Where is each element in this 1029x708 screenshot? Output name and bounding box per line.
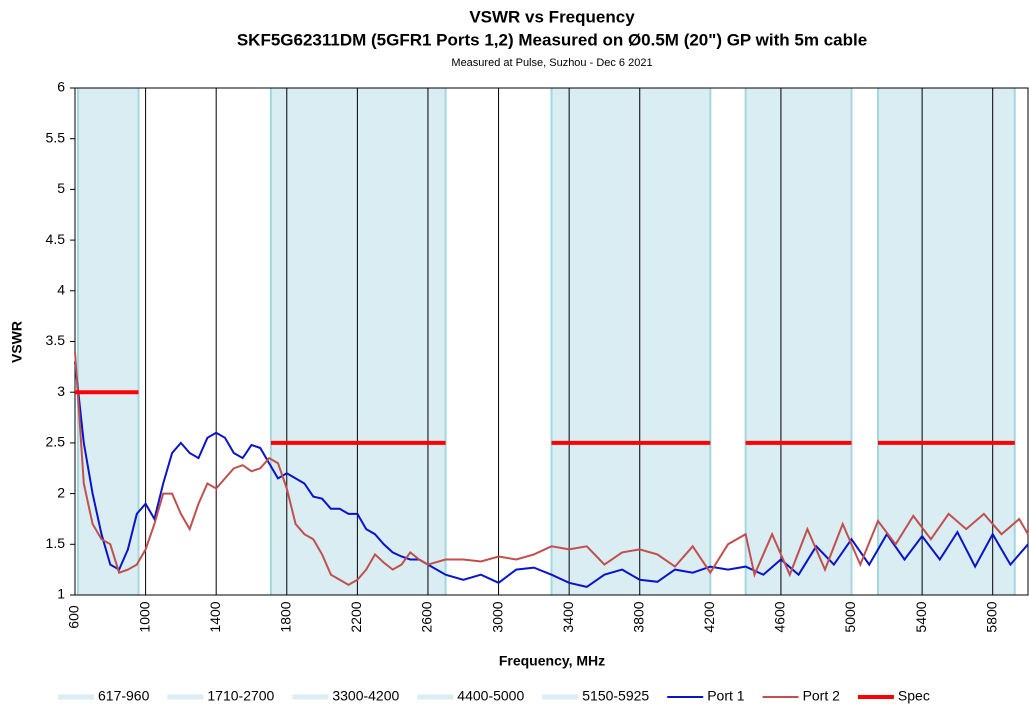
y-axis-label: VSWR	[9, 321, 25, 363]
chart-subtitle: SKF5G62311DM (5GFR1 Ports 1,2) Measured …	[237, 30, 867, 49]
chart-title: VSWR vs Frequency	[469, 7, 635, 26]
y-tick-label: 1	[57, 586, 65, 602]
x-tick-label: 1000	[136, 601, 152, 632]
y-tick-label: 4	[57, 282, 65, 298]
band	[551, 88, 711, 595]
band	[78, 88, 139, 595]
x-axis-label: Frequency, MHz	[499, 653, 605, 669]
legend-label: 617-960	[98, 688, 150, 704]
y-tick-label: 4.5	[46, 231, 66, 247]
x-tick-label: 1800	[277, 601, 293, 632]
y-tick-label: 2	[57, 484, 65, 500]
x-tick-label: 1400	[207, 601, 223, 632]
x-tick-label: 4200	[701, 601, 717, 632]
legend-label: 3300-4200	[332, 688, 399, 704]
legend-label: 5150-5925	[582, 688, 649, 704]
y-tick-label: 2.5	[46, 434, 66, 450]
x-tick-label: 3000	[489, 601, 505, 632]
plot-border	[74, 87, 1029, 596]
y-tick-label: 6	[57, 79, 65, 95]
x-tick-label: 600	[66, 605, 82, 629]
legend-label: Spec	[898, 688, 930, 704]
legend-label: 4400-5000	[457, 688, 524, 704]
legend-label: Port 1	[707, 688, 745, 704]
x-tick-label: 4600	[772, 601, 788, 632]
y-tick-label: 3.5	[46, 332, 66, 348]
series-line	[74, 361, 1029, 588]
x-tick-label: 5400	[913, 601, 929, 632]
legend-label: Port 2	[803, 688, 841, 704]
band	[877, 88, 1015, 595]
y-tick-label: 3	[57, 383, 65, 399]
legend-label: 1710-2700	[207, 688, 274, 704]
x-tick-label: 3800	[630, 601, 646, 632]
band	[745, 88, 852, 595]
series-line	[74, 351, 1029, 587]
y-tick-label: 5	[57, 180, 65, 196]
x-tick-label: 5800	[983, 601, 999, 632]
x-tick-label: 5000	[842, 601, 858, 632]
chart-note: Measured at Pulse, Suzhou - Dec 6 2021	[451, 57, 652, 69]
band	[270, 88, 446, 595]
y-tick-label: 1.5	[46, 535, 66, 551]
x-tick-label: 3400	[560, 601, 576, 632]
x-tick-label: 2200	[348, 601, 364, 632]
x-tick-label: 2600	[419, 601, 435, 632]
series-line	[75, 390, 1015, 445]
y-tick-label: 5.5	[46, 129, 66, 145]
